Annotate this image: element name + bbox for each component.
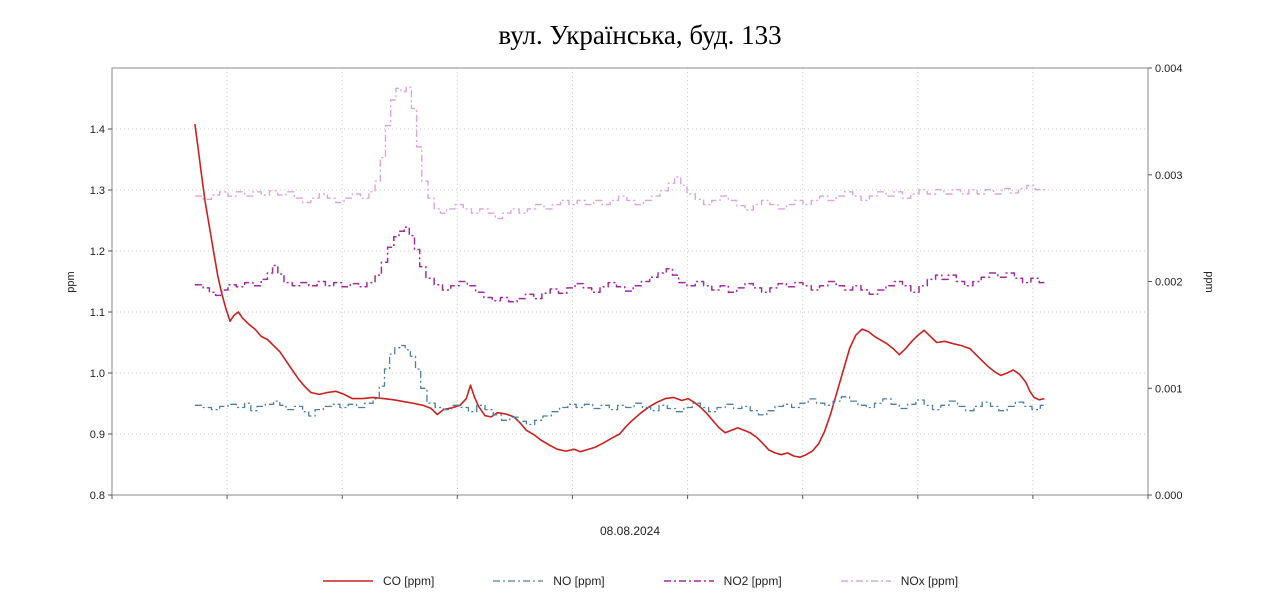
chart-title: вул. Українська, буд. 133 (498, 20, 782, 50)
legend-line-sample (840, 580, 891, 582)
left-axis-tick-label: 0.9 (90, 429, 105, 441)
legend-item-co: CO [ppm] (322, 574, 434, 588)
legend-line-sample (322, 580, 373, 582)
legend-item-label: NO2 [ppm] (723, 574, 782, 588)
legend-item-nox: NOx [ppm] (840, 574, 958, 588)
series-line-no2 (194, 226, 1046, 303)
legend: CO [ppm] NO [ppm] NO2 [ppm] NOx [ppm] (0, 574, 1280, 588)
plot-area: ppm ppm 0.8 0.9 1.0 1.1 1.2 1.3 1.4 0.000 0.001 0… (65, 63, 1215, 502)
left-axis-tick-label: 1.2 (90, 246, 105, 258)
right-axis-tick-label: 0.004 (1155, 63, 1183, 75)
right-axis-tick-label: 0.001 (1155, 383, 1183, 395)
series-line-no (194, 344, 1046, 426)
legend-item-label: CO [ppm] (382, 574, 435, 588)
left-axis-tick-label: 0.8 (90, 490, 105, 502)
legend-item-label: NO [ppm] (553, 574, 605, 588)
right-axis-tick-label: 0.000 (1155, 490, 1183, 502)
series-line-nox (194, 86, 1046, 220)
right-axis-title: ppm (1203, 271, 1215, 292)
left-axis-title: ppm (65, 271, 77, 292)
right-axis-tick-label: 0.003 (1155, 170, 1183, 182)
x-axis-label: 08.08.2024 (599, 524, 661, 538)
legend-item-no: NO [ppm] (492, 574, 605, 588)
plot-frame (111, 67, 1149, 496)
legend-line-sample (663, 580, 714, 582)
left-axis-tick-label: 1.0 (90, 368, 105, 380)
left-axis-tick-label: 1.1 (90, 307, 105, 319)
left-axis-tick-label: 1.4 (90, 124, 105, 136)
right-axis-tick-label: 0.002 (1155, 277, 1183, 289)
legend-item-label: NOx [ppm] (900, 574, 959, 588)
legend-line-sample (493, 580, 544, 582)
left-axis-tick-label: 1.3 (90, 185, 105, 197)
legend-item-no2: NO2 [ppm] (663, 574, 782, 588)
series-line-co (194, 123, 1045, 458)
